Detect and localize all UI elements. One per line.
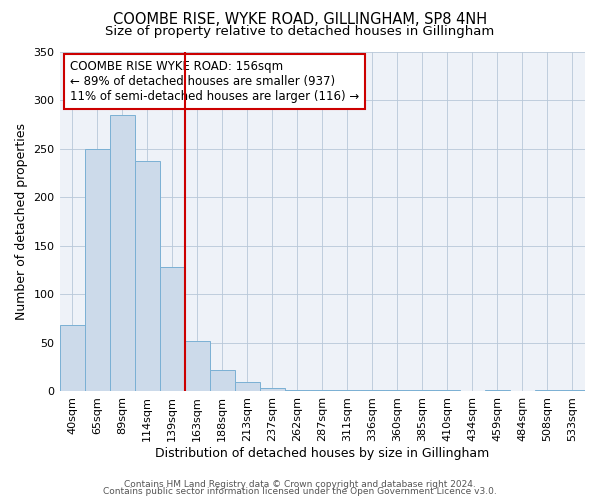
- Bar: [260, 388, 285, 392]
- Bar: [560, 390, 585, 392]
- Bar: [360, 390, 385, 392]
- Bar: [235, 382, 260, 392]
- Bar: [285, 390, 310, 392]
- Bar: [134, 162, 160, 392]
- Bar: [535, 390, 560, 392]
- Text: Contains HM Land Registry data © Crown copyright and database right 2024.: Contains HM Land Registry data © Crown c…: [124, 480, 476, 489]
- Bar: [160, 267, 185, 392]
- Y-axis label: Number of detached properties: Number of detached properties: [15, 123, 28, 320]
- X-axis label: Distribution of detached houses by size in Gillingham: Distribution of detached houses by size …: [155, 447, 490, 460]
- Bar: [310, 390, 335, 392]
- Text: Contains public sector information licensed under the Open Government Licence v3: Contains public sector information licen…: [103, 488, 497, 496]
- Bar: [85, 148, 110, 392]
- Bar: [110, 114, 134, 392]
- Text: COOMBE RISE, WYKE ROAD, GILLINGHAM, SP8 4NH: COOMBE RISE, WYKE ROAD, GILLINGHAM, SP8 …: [113, 12, 487, 28]
- Bar: [485, 390, 510, 392]
- Bar: [435, 390, 460, 392]
- Bar: [185, 341, 209, 392]
- Bar: [209, 370, 235, 392]
- Bar: [335, 390, 360, 392]
- Bar: [410, 390, 435, 392]
- Bar: [385, 390, 410, 392]
- Text: COOMBE RISE WYKE ROAD: 156sqm
← 89% of detached houses are smaller (937)
11% of : COOMBE RISE WYKE ROAD: 156sqm ← 89% of d…: [70, 60, 359, 103]
- Text: Size of property relative to detached houses in Gillingham: Size of property relative to detached ho…: [106, 25, 494, 38]
- Bar: [59, 326, 85, 392]
